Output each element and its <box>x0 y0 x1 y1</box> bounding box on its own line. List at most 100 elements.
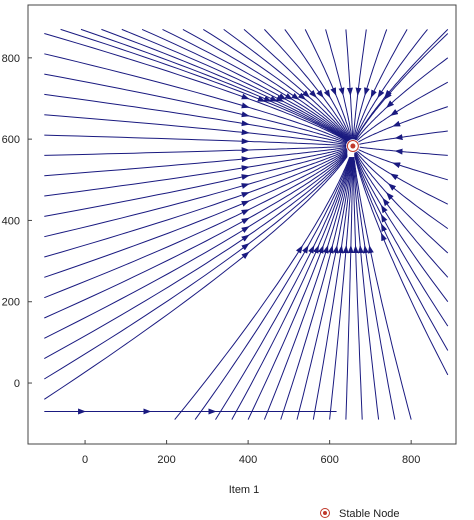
streamline-arrow <box>241 120 250 127</box>
streamline-arrow <box>241 209 250 216</box>
streamline-arrow <box>338 87 345 96</box>
streamline <box>44 151 348 278</box>
x-tick-label: 600 <box>320 454 338 466</box>
streamline-arrow <box>241 251 250 260</box>
x-tick-label: 400 <box>239 454 257 466</box>
streamline <box>354 152 449 278</box>
streamline <box>352 157 363 420</box>
streamline-arrow <box>381 232 387 242</box>
streamline <box>44 73 348 144</box>
streamline <box>44 147 347 197</box>
streamline-arrow <box>380 204 388 214</box>
streamline-arrow <box>392 162 401 169</box>
streamline <box>203 28 350 141</box>
streamline <box>359 146 448 156</box>
y-tick-label: 400 <box>2 215 20 227</box>
streamline-arrow <box>386 192 394 201</box>
streamline-arrow <box>278 93 287 100</box>
streamline <box>247 157 352 420</box>
streamline-arrow <box>381 223 388 232</box>
streamline-arrow <box>323 89 331 98</box>
streamline-arrow <box>386 100 395 108</box>
streamline-arrow <box>316 89 324 98</box>
streamline <box>354 155 449 376</box>
stable-node-dot <box>350 143 356 149</box>
x-tick-label: 200 <box>157 454 175 466</box>
streamline-arrow <box>312 245 319 254</box>
x-axis-ticks: 0 200 400 600 800 <box>82 440 420 466</box>
streamline <box>162 28 350 141</box>
streamline <box>44 156 348 400</box>
y-axis-ticks: 0 200 400 600 800 <box>2 53 32 390</box>
streamline <box>356 81 449 142</box>
streamline <box>44 134 347 146</box>
streamline <box>304 29 352 140</box>
streamline <box>44 33 348 142</box>
streamline-arrow <box>377 89 385 98</box>
legend: Stable Node <box>320 508 400 520</box>
streamline <box>194 157 351 420</box>
streamline <box>44 114 347 146</box>
streamlines-group <box>44 28 449 420</box>
streamline <box>264 29 351 140</box>
streamline <box>44 151 348 299</box>
streamline-arrow <box>241 156 250 163</box>
streamline <box>355 151 449 230</box>
streamline-arrow <box>330 87 337 96</box>
streamline <box>44 153 348 339</box>
streamline-arrow <box>241 174 250 181</box>
streamline-arrow <box>332 245 339 254</box>
streamline <box>280 157 353 420</box>
streamline-arrow <box>241 243 250 251</box>
streamline-arrow <box>390 173 399 181</box>
streamline <box>353 157 412 420</box>
streamline-arrow <box>317 245 324 254</box>
streamline-arrow <box>275 95 285 102</box>
streamline-arrow <box>284 93 294 100</box>
streamline <box>44 146 347 156</box>
streamline <box>345 29 354 140</box>
streamline <box>355 33 449 140</box>
streamline-arrow <box>269 95 279 102</box>
streamline-arrow <box>241 234 250 242</box>
streamline-arrow <box>382 197 390 207</box>
streamline-arrow <box>322 245 329 254</box>
streamline <box>44 146 347 177</box>
x-tick-label: 0 <box>82 454 88 466</box>
y-tick-label: 800 <box>2 53 20 65</box>
streamline <box>352 157 380 420</box>
streamline <box>358 149 448 181</box>
streamline <box>354 29 428 140</box>
streamline <box>353 29 408 140</box>
streamline-arrow <box>241 183 250 189</box>
streamline <box>353 157 396 420</box>
streamline-arrow <box>295 245 303 254</box>
streamline-arrow <box>241 129 250 136</box>
streamline <box>284 29 352 140</box>
streamline-arrow <box>364 87 370 96</box>
streamline <box>141 28 349 142</box>
streamline <box>355 152 449 254</box>
streamline-arrow <box>392 120 401 127</box>
streamline <box>215 157 351 420</box>
streamline-arrow <box>241 200 250 207</box>
streamline <box>44 154 348 360</box>
streamline-arrow <box>384 91 392 100</box>
streamline <box>312 157 353 420</box>
streamline <box>296 157 353 420</box>
y-tick-label: 200 <box>2 297 20 309</box>
streamline <box>44 149 348 238</box>
streamline <box>44 152 348 319</box>
streamline <box>358 106 448 143</box>
streamline <box>352 29 367 140</box>
streamline <box>223 28 351 141</box>
streamline <box>44 155 348 380</box>
streamline <box>182 28 350 141</box>
streamline-arrow <box>241 111 250 118</box>
streamline-arrow <box>309 89 317 98</box>
streamline <box>359 130 448 145</box>
streamline-arrow <box>370 89 377 99</box>
streamline <box>329 157 353 420</box>
streamline <box>263 157 352 420</box>
